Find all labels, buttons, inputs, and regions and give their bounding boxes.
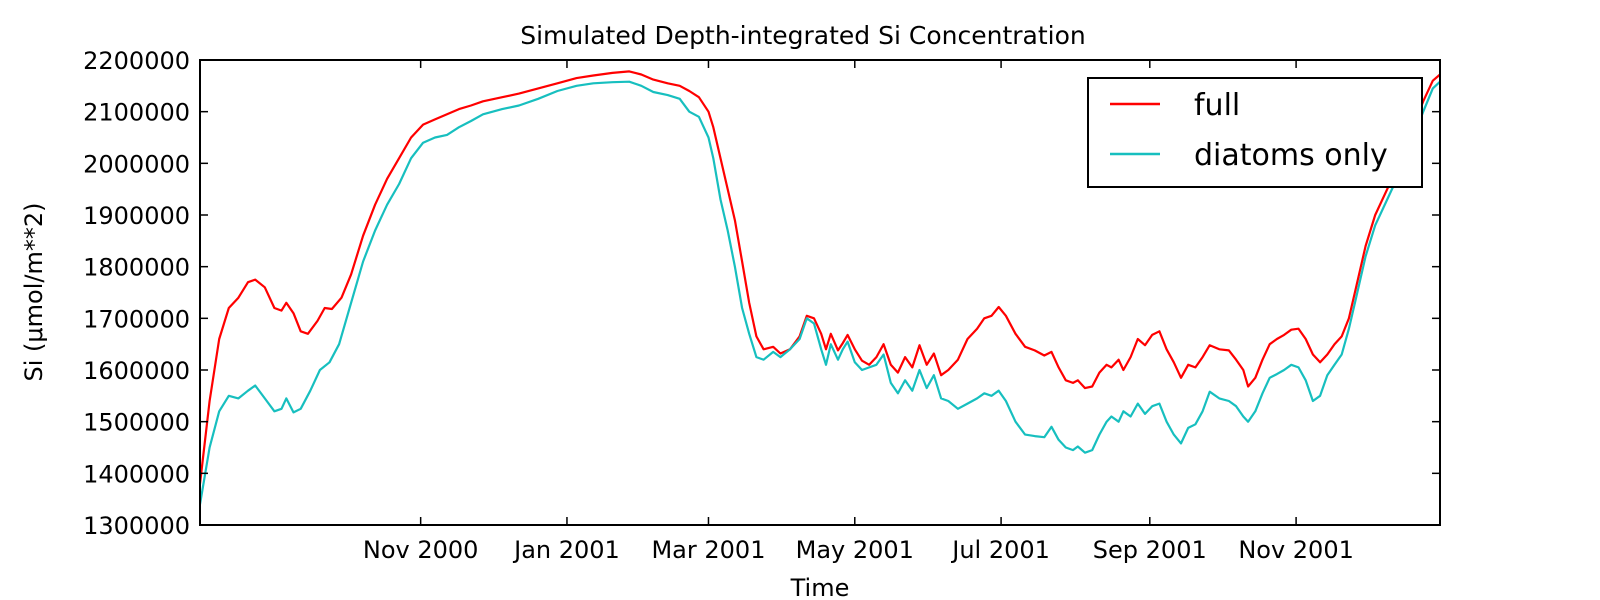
x-tick-label: Nov 2000	[363, 536, 479, 564]
legend: full diatoms only	[1087, 77, 1423, 188]
y-tick-label: 2000000	[83, 150, 190, 178]
y-tick-label: 1300000	[83, 512, 190, 540]
y-tick-label: 1900000	[83, 202, 190, 230]
series-line-full	[200, 70, 1440, 484]
x-tick-label: May 2001	[796, 536, 914, 564]
series-layer	[200, 70, 1440, 505]
legend-frame	[1087, 77, 1423, 188]
x-tick-label: Sep 2001	[1093, 536, 1207, 564]
x-tick-label: Jan 2001	[512, 536, 620, 564]
x-tick-label: Mar 2001	[651, 536, 765, 564]
tick-layer: 1300000 1400000 1500000 1600000 1700000 18000…	[83, 47, 1440, 564]
x-axis-label: Time	[790, 574, 850, 600]
y-tick-label: 2100000	[83, 99, 190, 127]
y-tick-label: 1700000	[83, 305, 190, 333]
y-tick-label: 1500000	[83, 409, 190, 437]
legend-label-full: full	[1194, 88, 1240, 123]
y-tick-label: 2200000	[83, 47, 190, 75]
x-tick-label: Jul 2001	[950, 536, 1050, 564]
plot-frame	[199, 59, 1441, 526]
x-tick-label: Nov 2001	[1238, 536, 1354, 564]
chart-title: Simulated Depth-integrated Si Concentrat…	[520, 21, 1086, 50]
y-axis-label: Si (μmol/m**2)	[20, 203, 48, 382]
y-tick-label: 1800000	[83, 254, 190, 282]
legend-label-diatoms-only: diatoms only	[1194, 138, 1388, 173]
series-line-diatoms-only	[200, 80, 1440, 505]
y-tick-label: 1600000	[83, 357, 190, 385]
y-tick-label: 1400000	[83, 460, 190, 488]
